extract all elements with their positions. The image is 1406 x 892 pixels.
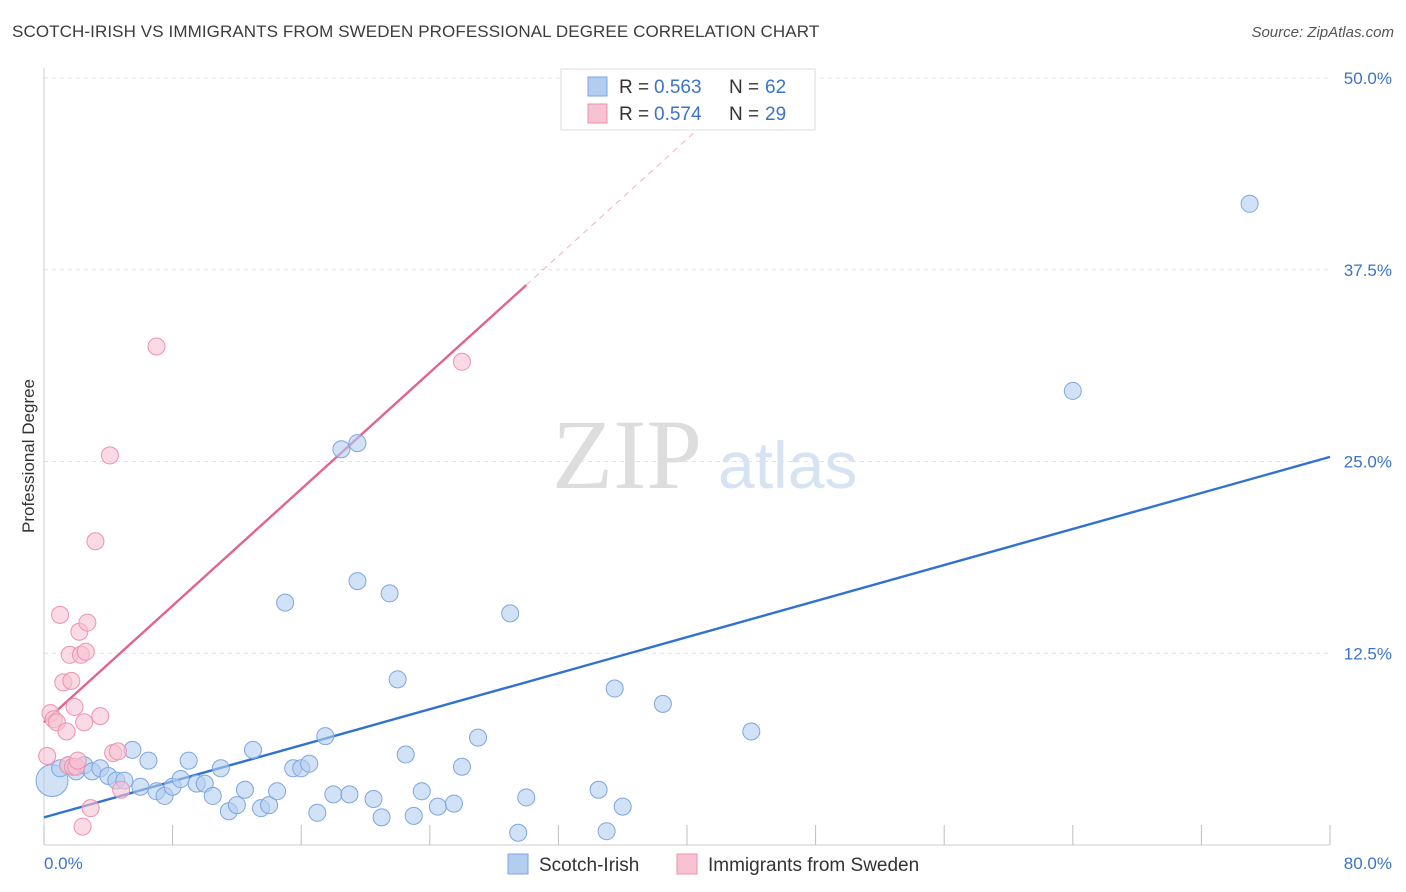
point-scotch-irish — [396, 745, 415, 764]
point-scotch-irish — [131, 777, 150, 796]
point-scotch-irish — [509, 823, 528, 842]
point-scotch-irish — [517, 788, 536, 807]
point-scotch-irish — [742, 722, 761, 741]
point-scotch-irish — [340, 785, 359, 804]
x-tick-label: 80.0% — [1344, 854, 1392, 873]
point-scotch-irish — [348, 434, 367, 453]
source-credit: Source: ZipAtlas.com — [1251, 24, 1394, 41]
point-scotch-irish — [1240, 194, 1259, 213]
point-sweden — [100, 446, 119, 465]
point-scotch-irish — [452, 757, 471, 776]
point-scotch-irish — [179, 751, 198, 770]
point-scotch-irish — [372, 808, 391, 827]
watermark: ZIP atlas — [552, 399, 857, 510]
point-scotch-irish — [388, 670, 407, 689]
point-sweden — [57, 722, 76, 741]
x-tick-label: 0.0% — [44, 854, 83, 873]
grid-lines — [44, 77, 1330, 654]
legend-r-label: R = — [619, 104, 649, 125]
point-scotch-irish — [1063, 381, 1082, 400]
point-scotch-irish — [300, 754, 319, 773]
legend-n-label: N = — [729, 104, 759, 125]
legend-r-value: 0.574 — [654, 104, 702, 125]
tick-labels: 12.5% 25.0% 37.5% 50.0% 0.0% 80.0% — [44, 69, 1392, 873]
chart-title: SCOTCH-IRISH VS IMMIGRANTS FROM SWEDEN P… — [12, 22, 820, 41]
point-scotch-irish — [613, 797, 632, 816]
point-scotch-irish — [653, 694, 672, 713]
point-sweden — [75, 713, 94, 732]
y-tick-label: 37.5% — [1344, 261, 1392, 280]
point-sweden — [73, 817, 92, 836]
point-scotch-irish — [227, 796, 246, 815]
legend-n-value: 62 — [765, 77, 786, 98]
point-sweden — [112, 780, 131, 799]
point-scotch-irish — [308, 803, 327, 822]
point-scotch-irish — [364, 789, 383, 808]
y-axis-label: Professional Degree — [19, 379, 38, 533]
point-scotch-irish — [589, 780, 608, 799]
point-scotch-irish — [324, 785, 343, 804]
y-tick-label: 12.5% — [1344, 644, 1392, 663]
point-sweden — [91, 707, 110, 726]
point-sweden — [51, 605, 70, 624]
point-sweden — [62, 671, 81, 690]
legend: R = 0.563 N = 62 R = 0.574 N = 29 — [560, 68, 816, 131]
point-scotch-irish — [412, 782, 431, 801]
legend-swatch-scotch-irish — [587, 76, 608, 97]
bottom-legend-label-sweden: Immigrants from Sweden — [708, 855, 919, 876]
point-sweden — [65, 697, 84, 716]
point-scotch-irish — [139, 751, 158, 770]
point-scotch-irish — [404, 806, 423, 825]
data-points — [35, 194, 1259, 842]
point-sweden — [38, 747, 57, 766]
point-sweden — [86, 532, 105, 551]
point-sweden — [147, 337, 166, 356]
trend-line-scotch-irish — [43, 455, 1331, 819]
bottom-legend-swatch-scotch-irish — [507, 853, 529, 875]
bottom-legend: Scotch-Irish Immigrants from Sweden — [507, 853, 919, 876]
point-scotch-irish — [171, 770, 190, 789]
watermark-atlas: atlas — [718, 428, 857, 502]
point-sweden — [108, 742, 127, 761]
point-sweden — [76, 642, 95, 661]
bottom-legend-label-scotch-irish: Scotch-Irish — [539, 855, 639, 876]
point-scotch-irish — [211, 759, 230, 778]
legend-swatch-sweden — [587, 103, 608, 124]
legend-r-label: R = — [619, 77, 649, 98]
point-scotch-irish — [348, 572, 367, 591]
y-tick-label: 25.0% — [1344, 453, 1392, 472]
point-sweden — [78, 613, 97, 632]
y-tick-label: 50.0% — [1344, 69, 1392, 88]
legend-n-value: 29 — [765, 104, 786, 125]
point-scotch-irish — [235, 780, 254, 799]
point-scotch-irish — [268, 782, 287, 801]
trend-line-sweden — [43, 284, 528, 724]
bottom-legend-swatch-sweden — [676, 853, 698, 875]
point-sweden — [68, 751, 87, 770]
point-scotch-irish — [501, 604, 520, 623]
trend-lines — [43, 102, 1331, 819]
point-scotch-irish — [428, 797, 447, 816]
trend-line-sweden-extension — [525, 102, 728, 286]
point-scotch-irish — [444, 794, 463, 813]
watermark-zip: ZIP — [552, 399, 702, 510]
point-scotch-irish — [380, 584, 399, 603]
legend-r-value: 0.563 — [654, 77, 702, 98]
point-scotch-irish — [597, 822, 616, 841]
point-scotch-irish — [316, 727, 335, 746]
point-scotch-irish — [605, 679, 624, 698]
point-sweden — [452, 352, 471, 371]
point-scotch-irish — [469, 728, 488, 747]
point-scotch-irish — [243, 740, 262, 759]
legend-n-label: N = — [729, 77, 759, 98]
point-scotch-irish — [332, 440, 351, 459]
point-scotch-irish — [276, 593, 295, 612]
point-sweden — [81, 799, 100, 818]
point-scotch-irish — [203, 786, 222, 805]
point-scotch-irish — [260, 796, 279, 815]
